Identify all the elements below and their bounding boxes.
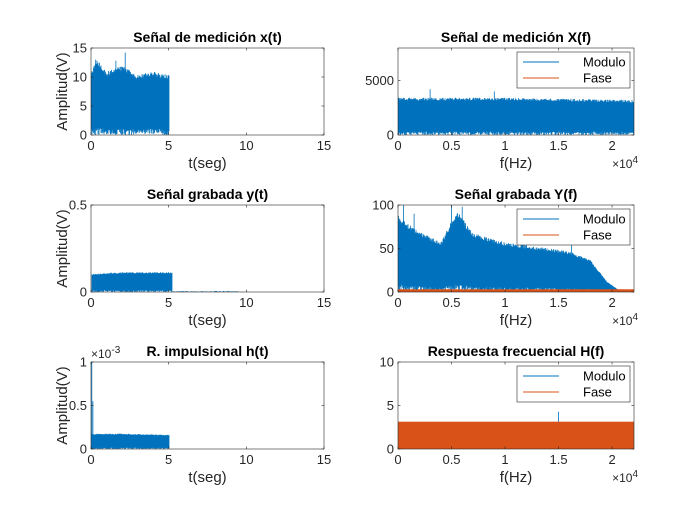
x-tick-label: 0 [87, 452, 94, 467]
y-tick-label: 5 [80, 99, 87, 114]
series-signal [91, 362, 170, 449]
x-tick-label: 0.5 [442, 452, 460, 467]
y-tick-label: 5000 [365, 73, 394, 88]
y-exponent-label: ×10-3 [91, 345, 121, 361]
legend-box [516, 365, 631, 403]
x-tick-label: 10 [239, 295, 253, 310]
x-tick-label: 1.5 [550, 138, 568, 153]
x-tick-label: 0 [87, 138, 94, 153]
data-area [398, 411, 634, 449]
axes-box [90, 204, 325, 293]
axes-box [397, 47, 635, 136]
plot-title: R. impulsional h(t) [146, 343, 268, 359]
data-area [398, 205, 634, 292]
x-axis-label: t(seg) [188, 469, 226, 486]
y-axis-label: Amplitud(V) [54, 209, 71, 287]
axes-box [90, 47, 325, 136]
plot-p3: 0 5 10 15 0 0.5 Señal grabada y(t) t(seg) Amplit… [54, 186, 331, 329]
legend-label-fase: Fase [583, 71, 612, 86]
x-tick-label: 1.5 [550, 452, 568, 467]
x-tick-label: 15 [317, 138, 331, 153]
x-axis-label: f(Hz) [500, 155, 533, 172]
series-fase-band [398, 421, 634, 449]
x-tick-label: 5 [165, 138, 172, 153]
x-tick-label: 10 [239, 138, 253, 153]
x-tick-label: 1 [501, 295, 508, 310]
x-exponent-label: ×104 [612, 155, 638, 171]
plot-title: Señal grabada y(t) [147, 186, 268, 202]
plot-title: Respuesta frecuencial H(f) [428, 343, 605, 359]
x-tick-label: 1 [501, 138, 508, 153]
y-tick-label: 10 [380, 355, 394, 370]
x-exponent-label: ×104 [612, 312, 638, 328]
data-area [398, 89, 634, 135]
y-tick-label: 0 [80, 128, 87, 143]
series-signal [91, 52, 170, 135]
x-tick-label: 15 [317, 452, 331, 467]
x-tick-label: 0 [394, 452, 401, 467]
x-tick-label: 1.5 [550, 295, 568, 310]
legend-box [516, 51, 631, 89]
y-tick-label: 50 [380, 241, 394, 256]
y-tick-label: 0 [387, 128, 394, 143]
legend-label-modulo: Modulo [583, 55, 626, 70]
x-tick-label: 2 [608, 295, 615, 310]
plot-title: Señal grabada Y(f) [455, 186, 578, 202]
y-tick-label: 0.5 [69, 398, 87, 413]
x-tick-label: 5 [165, 452, 172, 467]
data-area [91, 362, 170, 449]
y-axis-label: Amplitud(V) [54, 52, 71, 130]
data-area [91, 52, 170, 135]
y-tick-label: 100 [372, 198, 394, 213]
x-axis-label: f(Hz) [500, 469, 533, 486]
plot-title: Señal de medición x(t) [133, 29, 282, 45]
x-tick-label: 2 [608, 452, 615, 467]
y-tick-label: 0 [80, 442, 87, 457]
x-tick-label: 5 [165, 295, 172, 310]
x-tick-label: 10 [239, 452, 253, 467]
x-axis-label: t(seg) [188, 155, 226, 172]
y-tick-label: 0 [387, 442, 394, 457]
legend-label-modulo: Modulo [583, 212, 626, 227]
x-tick-label: 0.5 [442, 138, 460, 153]
x-tick-label: 0 [394, 138, 401, 153]
plot-p6: 0 0.5 1 1.5 2 0 5 10 Respuesta frecuencial H(f) f… [380, 343, 639, 486]
y-tick-label: 5 [387, 398, 394, 413]
series-modulo [398, 205, 634, 292]
x-tick-label: 0 [87, 295, 94, 310]
legend-box [516, 208, 631, 246]
series-fase [398, 289, 634, 292]
plot-p1: 0 5 10 15 0 5 10 15 Señal de medición x(t) t(seg)… [54, 29, 331, 172]
y-axis-label: Amplitud(V) [54, 366, 71, 444]
plot-p2: 0 0.5 1 1.5 2 0 5000 Señal de medición X(f) f(Hz… [365, 29, 638, 172]
x-axis-label: t(seg) [188, 312, 226, 329]
plot-p5: 0 5 10 15 0 0.5 1 R. impulsional h(t) t(seg) Ampl… [54, 343, 331, 486]
legend-label-fase: Fase [583, 228, 612, 243]
x-tick-label: 1 [501, 452, 508, 467]
series-modulo [398, 89, 634, 135]
x-tick-label: 2 [608, 138, 615, 153]
x-tick-label: 15 [317, 295, 331, 310]
x-tick-label: 0 [394, 295, 401, 310]
plot-title: Señal de medición X(f) [441, 29, 591, 45]
x-exponent-label: ×104 [612, 469, 638, 485]
y-tick-label: 1 [80, 355, 87, 370]
x-axis-label: f(Hz) [500, 312, 533, 329]
x-tick-label: 0.5 [442, 295, 460, 310]
legend-label-modulo: Modulo [583, 369, 626, 384]
legend-label-fase: Fase [583, 385, 612, 400]
y-tick-label: 15 [73, 41, 87, 56]
y-tick-label: 0 [80, 285, 87, 300]
y-tick-label: 10 [73, 70, 87, 85]
y-tick-label: 0.5 [69, 198, 87, 213]
plot-p4: 0 0.5 1 1.5 2 0 50 100 Señal grabada Y(f) f(Hz) ×1… [372, 186, 638, 329]
y-tick-label: 0 [387, 285, 394, 300]
